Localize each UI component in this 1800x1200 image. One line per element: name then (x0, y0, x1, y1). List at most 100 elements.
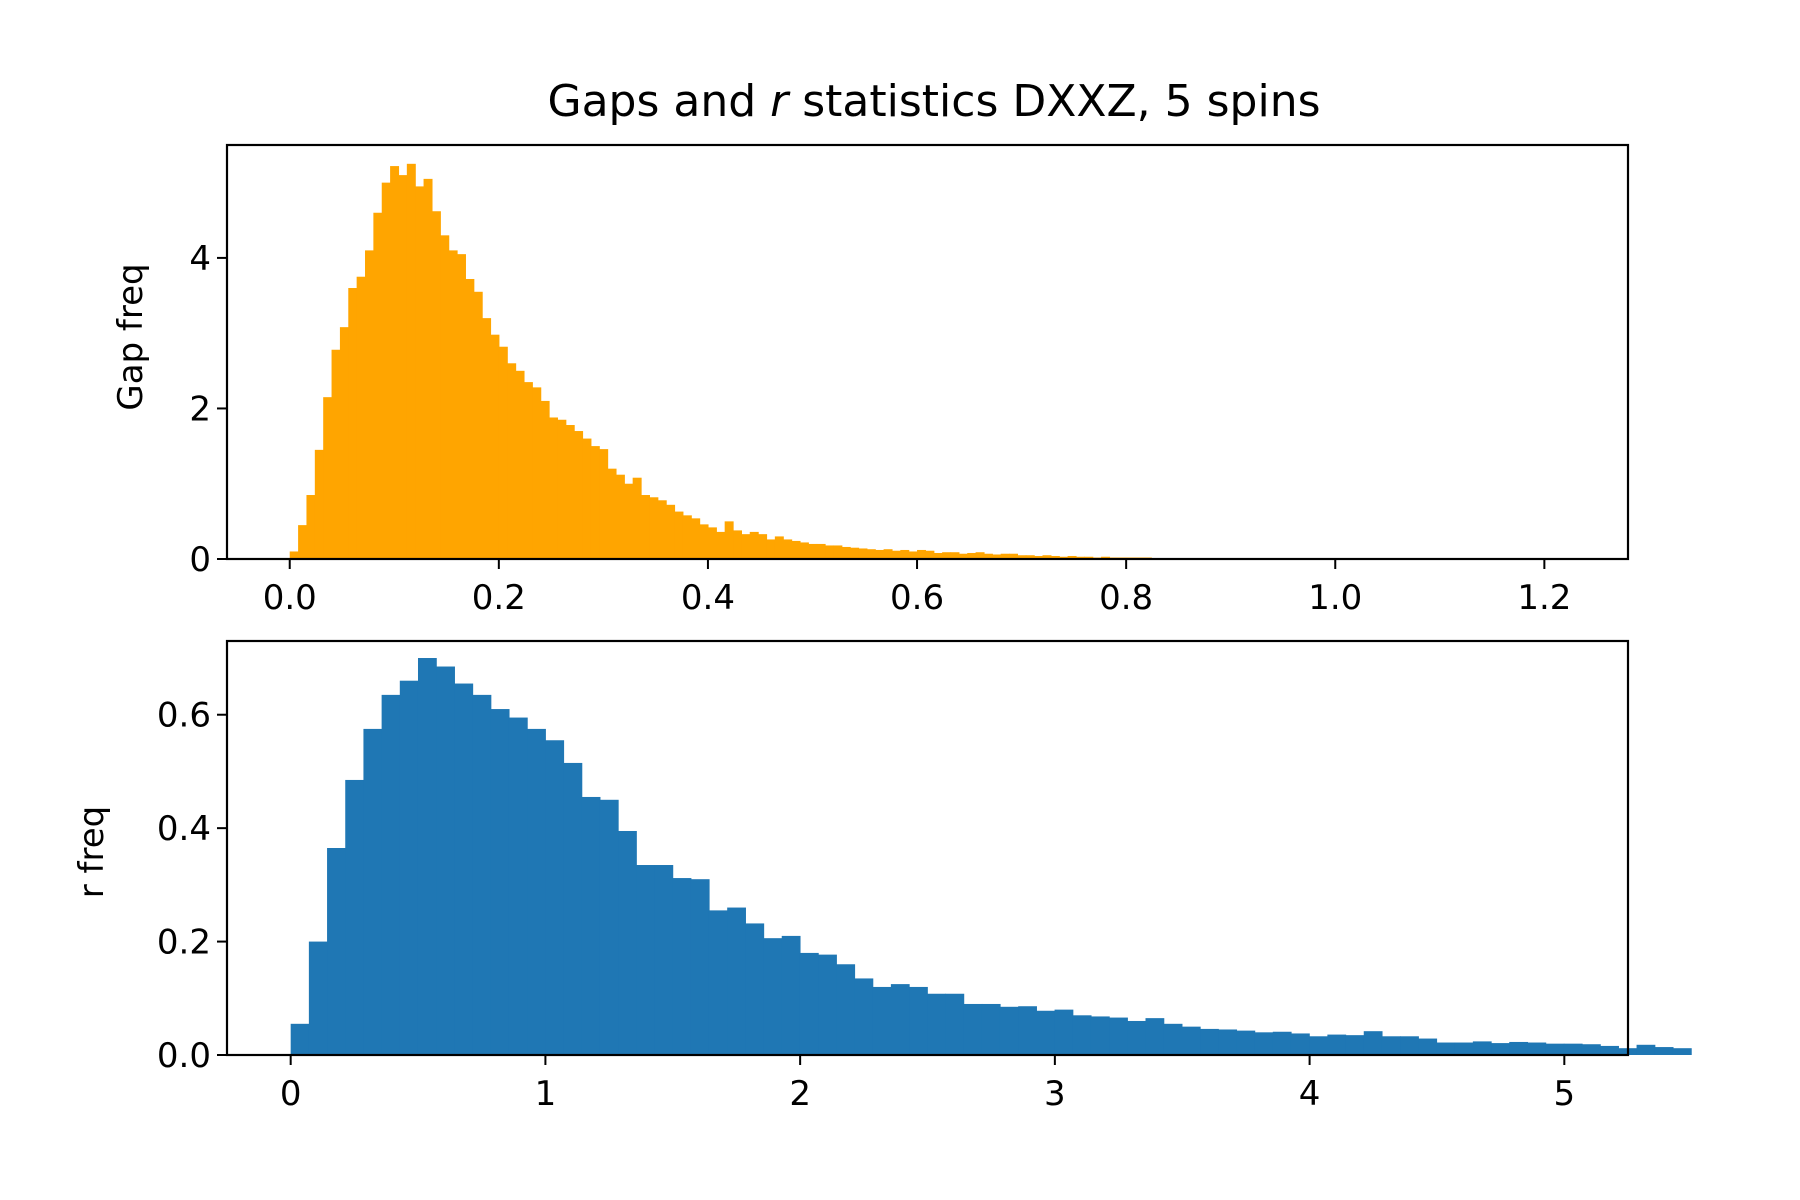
r-bar (581, 796, 601, 1055)
gap-bar (615, 474, 625, 559)
r-bar (1636, 1044, 1656, 1055)
gap-bar (774, 536, 784, 559)
r-bar (1236, 1030, 1256, 1055)
gap-bar (716, 531, 726, 559)
gap-bar (866, 549, 876, 559)
gap-x-tick-label: 1.2 (1517, 578, 1571, 618)
gap-bar (532, 387, 542, 559)
r-bar (1600, 1045, 1619, 1055)
gap-bar (465, 278, 475, 559)
gap-bar (356, 276, 366, 559)
gap-bars (289, 163, 1286, 560)
gap-bar (875, 549, 885, 559)
gap-histogram-panel: Gap freq 0.0 0.2 0.4 0.6 0.8 1.0 1.2 0 2 4 (111, 143, 1630, 618)
gap-bar (331, 349, 341, 559)
gap-bar (590, 446, 600, 559)
r-bar (799, 952, 819, 1055)
r-bar (1345, 1035, 1365, 1055)
r-bar (490, 709, 510, 1055)
r-x-tick-label: 3 (1044, 1074, 1066, 1114)
r-x-tick-label: 0 (280, 1074, 302, 1114)
gap-y-axis-label: Gap freq (111, 263, 151, 410)
gap-bar (917, 549, 927, 559)
gap-bar (398, 175, 408, 560)
gap-bar (1042, 555, 1052, 559)
r-histogram-panel: r freq 0 1 2 3 4 5 0.0 0.2 0.4 0.6 (72, 639, 1692, 1114)
r-y-tick-label: 0.6 (157, 696, 211, 736)
r-bar (1018, 1006, 1037, 1055)
r-bar (1163, 1023, 1183, 1055)
gap-bar (942, 552, 952, 559)
r-bar (1072, 1015, 1092, 1055)
gap-bar (1050, 555, 1060, 559)
gap-bar (381, 182, 391, 560)
gap-bar (607, 468, 617, 559)
r-bar (1418, 1038, 1438, 1055)
gap-bar (365, 250, 374, 559)
gap-x-tick-label: 0.0 (263, 578, 317, 618)
gap-bar (950, 552, 960, 559)
gap-bar (749, 531, 759, 559)
gap-bar (482, 318, 492, 559)
gap-bar (1000, 553, 1010, 559)
r-bar (836, 964, 856, 1055)
figure-title: Gaps and r statistics DXXZ, 5 spins (547, 76, 1320, 127)
gap-bar (390, 166, 400, 560)
gap-bar (691, 518, 701, 559)
r-bar (290, 1023, 310, 1055)
gap-bar (733, 530, 742, 559)
gap-bar (339, 327, 349, 559)
r-bar (508, 717, 528, 1055)
r-bar (945, 993, 965, 1055)
r-bar (927, 993, 947, 1055)
gap-bar (557, 419, 567, 559)
gap-bar (457, 254, 466, 560)
r-bar (890, 984, 910, 1055)
r-bar (781, 935, 801, 1055)
r-bar (1054, 1009, 1074, 1055)
gap-bar (523, 382, 533, 559)
r-bar (672, 878, 692, 1055)
gap-x-ticks: 0.0 0.2 0.4 0.6 0.8 1.0 1.2 (263, 559, 1571, 618)
gap-bar (1084, 556, 1094, 559)
gap-bar (967, 552, 977, 559)
r-bar (745, 923, 765, 1055)
r-bar (1254, 1032, 1274, 1055)
r-bar (1327, 1034, 1347, 1055)
gap-bar (741, 534, 751, 559)
r-x-tick-label: 5 (1553, 1074, 1575, 1114)
r-plot-frame (225, 639, 1630, 1057)
gap-x-tick-label: 0.6 (890, 578, 944, 618)
gap-bar (783, 539, 793, 559)
gap-y-ticks: 0 2 4 (189, 239, 227, 580)
r-bar (636, 865, 656, 1055)
r-bar (1581, 1044, 1601, 1055)
gap-bar (1101, 556, 1111, 559)
r-bar (345, 779, 365, 1055)
r-bar (1218, 1029, 1238, 1055)
figure-title-suffix: statistics DXXZ, 5 spins (788, 76, 1320, 127)
r-bar (1272, 1031, 1292, 1055)
r-bar (1181, 1026, 1201, 1055)
r-bar (1363, 1031, 1383, 1055)
gap-bar (816, 543, 826, 559)
gap-bar (549, 417, 558, 559)
gap-x-tick-label: 0.2 (472, 578, 526, 618)
gap-bar (498, 346, 508, 559)
r-bar (545, 740, 565, 1055)
gap-bar (314, 449, 324, 559)
gap-bar (415, 186, 425, 559)
gap-bar (423, 178, 433, 559)
gap-bar (440, 235, 450, 559)
r-bar (854, 978, 874, 1055)
r-bar (1290, 1033, 1310, 1055)
gap-plot-frame (225, 143, 1630, 561)
gap-bar (1034, 555, 1044, 559)
gap-y-tick-label: 0 (189, 540, 211, 580)
r-x-tick-label: 1 (535, 1074, 557, 1114)
gap-bar (323, 397, 333, 559)
gap-bar (791, 540, 801, 559)
r-bar (872, 986, 892, 1055)
r-bar (1491, 1043, 1510, 1055)
r-bar (527, 728, 546, 1055)
